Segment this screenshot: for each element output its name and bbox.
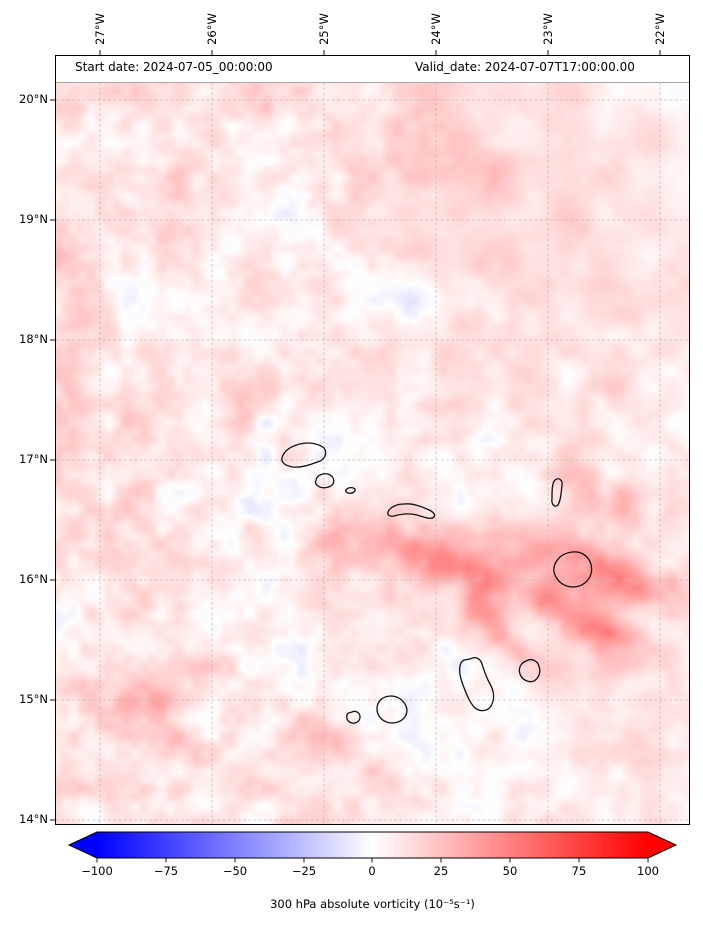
- colorbar-ticks: [96, 858, 649, 863]
- colorbar-gradient: [97, 832, 648, 858]
- x-tick-label-26w: 26°W: [205, 13, 219, 45]
- y-tick-label-18n: 18°N: [19, 332, 48, 346]
- colorbar-tick-label: 25: [433, 864, 449, 878]
- x-tick-label-27w: 27°W: [93, 13, 107, 45]
- colorbar-tick-label: −50: [222, 864, 248, 878]
- colorbar-outline: [67, 831, 678, 859]
- colorbar-tick-label: 50: [502, 864, 518, 878]
- valid-date-label: Valid_date: 2024-07-07T17:00:00.00: [415, 60, 635, 74]
- colorbar-tick-label: 0: [368, 864, 376, 878]
- colorbar-tick-label: 75: [571, 864, 587, 878]
- x-tick-label-23w: 23°W: [541, 13, 555, 45]
- y-tick-label-14n: 14°N: [19, 812, 48, 826]
- colorbar: [67, 831, 678, 863]
- vorticity-field-canvas: [56, 56, 689, 824]
- x-tick-label-22w: 22°W: [653, 13, 667, 45]
- colorbar-tick-label: 100: [637, 864, 659, 878]
- y-tick-label-20n: 20°N: [19, 92, 48, 106]
- colorbar-tick-label: −25: [291, 864, 317, 878]
- date-banner: Start date: 2024-07-05_00:00:00 Valid_da…: [56, 56, 689, 83]
- colorbar-tick-label: −75: [153, 864, 179, 878]
- colorbar-label: 300 hPa absolute vorticity (10⁻⁵s⁻¹): [270, 897, 475, 911]
- y-tick-label-19n: 19°N: [19, 212, 48, 226]
- x-tick-label-24w: 24°W: [429, 13, 443, 45]
- colorbar-tick-label: −100: [81, 864, 113, 878]
- y-tick-label-17n: 17°N: [19, 452, 48, 466]
- start-date-label: Start date: 2024-07-05_00:00:00: [75, 60, 273, 74]
- colorbar-right-arrow: [648, 832, 676, 858]
- y-tick-label-15n: 15°N: [19, 692, 48, 706]
- colorbar-left-arrow: [69, 832, 97, 858]
- y-tick-label-16n: 16°N: [19, 572, 48, 586]
- x-tick-label-25w: 25°W: [317, 13, 331, 45]
